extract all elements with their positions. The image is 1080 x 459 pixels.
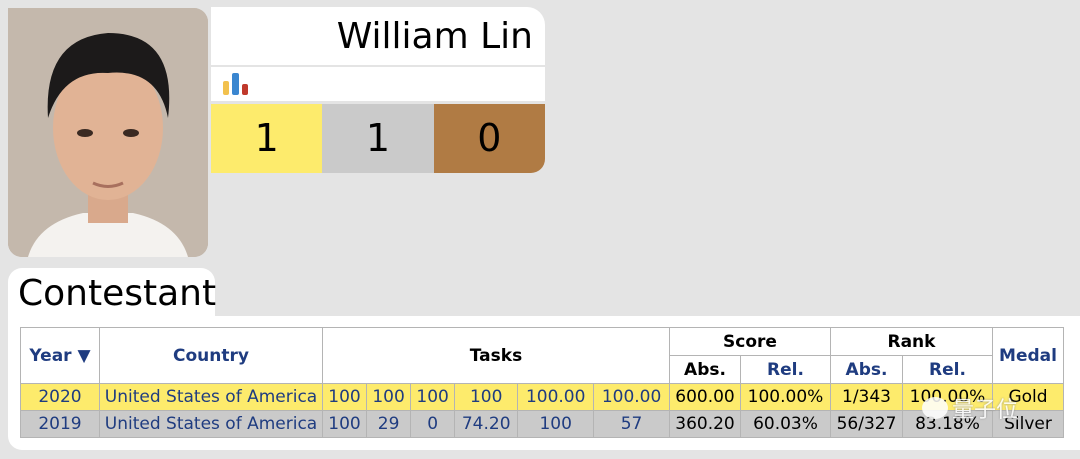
table-row: 2020 United States of America 100 100 10… <box>20 383 1064 411</box>
task-score[interactable]: 57 <box>593 410 670 438</box>
task-score[interactable]: 100 <box>410 383 456 411</box>
country-link[interactable]: United States of America <box>99 383 323 411</box>
year-header[interactable]: Year ▼ <box>20 327 100 384</box>
score-rel: 60.03% <box>740 410 831 438</box>
score-abs: 600.00 <box>669 383 741 411</box>
rank-rel: 83.18% <box>902 410 993 438</box>
task-score[interactable]: 100.00 <box>517 383 595 411</box>
medal-header[interactable]: Medal <box>992 327 1064 384</box>
year-link[interactable]: 2020 <box>20 383 100 411</box>
score-abs-header: Abs. <box>669 355 741 384</box>
bar-chart-icon[interactable] <box>223 73 253 99</box>
task-score[interactable]: 100 <box>366 383 412 411</box>
score-rel-header[interactable]: Rel. <box>740 355 831 384</box>
rank-header: Rank <box>830 327 993 356</box>
rank-abs-header[interactable]: Abs. <box>830 355 903 384</box>
medal-counts: 1 1 0 <box>211 104 545 173</box>
score-abs: 360.20 <box>669 410 741 438</box>
contestant-photo <box>8 8 208 257</box>
bronze-count: 0 <box>433 104 545 173</box>
task-score[interactable]: 0 <box>410 410 456 438</box>
score-rel: 100.00% <box>740 383 831 411</box>
rank-rel-header[interactable]: Rel. <box>902 355 993 384</box>
watermark-text: 量子位 <box>952 398 1019 423</box>
score-header: Score <box>669 327 831 356</box>
country-header[interactable]: Country <box>99 327 323 384</box>
task-score[interactable]: 100 <box>517 410 595 438</box>
silver-count: 1 <box>322 104 434 173</box>
country-link[interactable]: United States of America <box>99 410 323 438</box>
rank-abs: 56/327 <box>830 410 903 438</box>
section-tab-contestant: Contestant <box>8 268 216 318</box>
task-score[interactable]: 100 <box>321 383 368 411</box>
task-score[interactable]: 29 <box>366 410 412 438</box>
medal: Gold <box>992 383 1064 411</box>
task-score[interactable]: 100.00 <box>593 383 670 411</box>
year-link[interactable]: 2019 <box>20 410 100 438</box>
rank-abs: 1/343 <box>830 383 903 411</box>
watermark: 量子位 <box>922 392 1018 424</box>
task-score[interactable]: 74.20 <box>454 410 519 438</box>
table-row: 2019 United States of America 100 29 0 7… <box>20 410 1064 438</box>
gold-count: 1 <box>211 104 323 173</box>
task-score[interactable]: 100 <box>454 383 519 411</box>
tasks-header: Tasks <box>322 327 670 384</box>
results-table: Year ▼ Country Tasks Score Rank Medal Ab… <box>20 327 1064 438</box>
wechat-icon <box>922 397 948 419</box>
contestant-card: William Lin 1 1 0 <box>211 7 545 173</box>
task-score[interactable]: 100 <box>321 410 368 438</box>
contestant-name: William Lin <box>211 7 545 65</box>
medal: Silver <box>992 410 1064 438</box>
